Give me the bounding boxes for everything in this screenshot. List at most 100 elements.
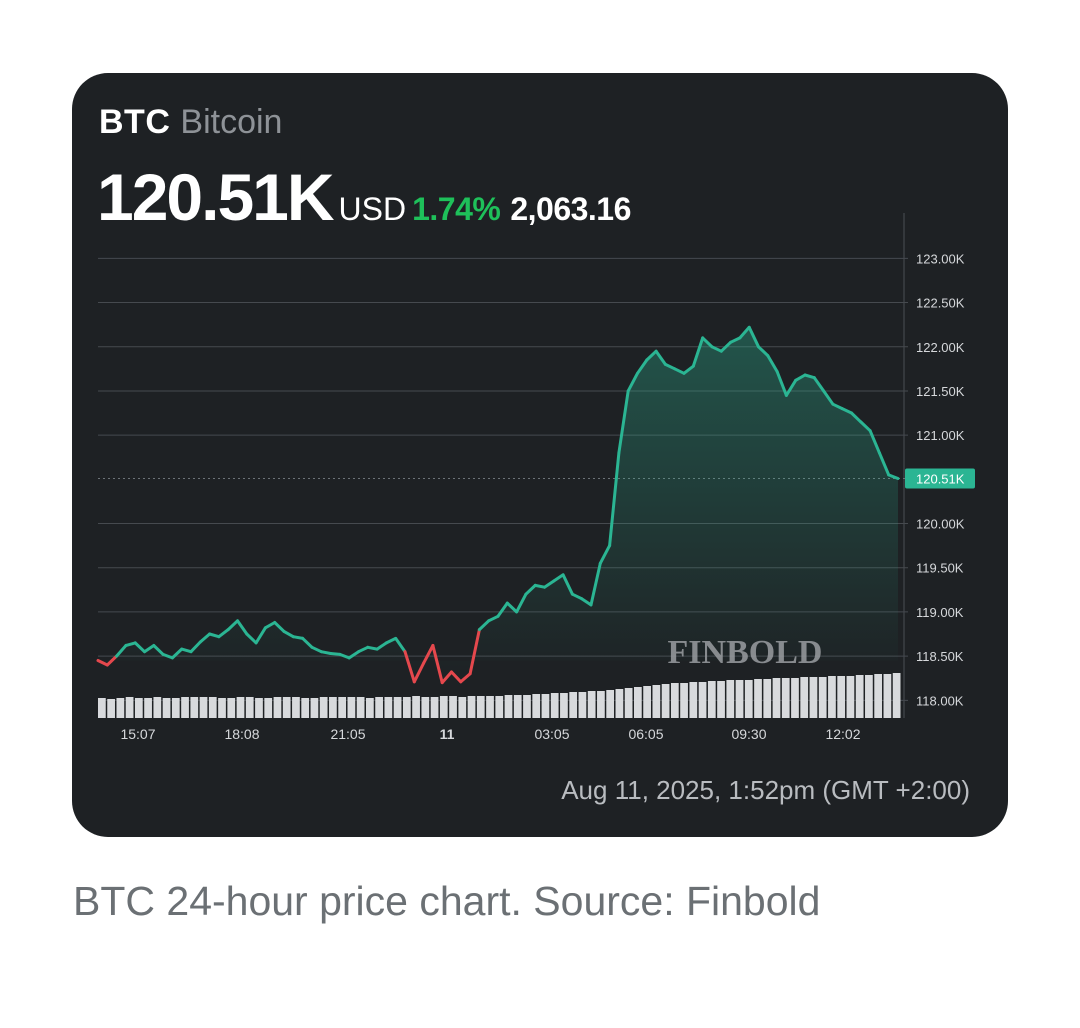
volume-bar <box>439 696 448 718</box>
price-line-segment <box>710 345 723 353</box>
price-line-segment <box>468 628 481 676</box>
volume-bar <box>495 696 504 718</box>
volume-bar <box>199 697 208 718</box>
volume-bar <box>329 697 337 718</box>
asset-header: BTC Bitcoin <box>99 103 282 142</box>
volume-bar <box>245 697 254 718</box>
volume-bar <box>828 676 836 718</box>
price-line-segment <box>375 641 388 651</box>
timestamp: Aug 11, 2025, 1:52pm (GMT +2:00) <box>561 775 970 805</box>
price-line-segment <box>254 626 267 645</box>
price-line-segment <box>524 583 537 596</box>
volume-bar <box>255 698 263 718</box>
volume-bar <box>181 697 189 718</box>
volume-bar <box>347 697 356 718</box>
price-line-segment <box>617 389 630 455</box>
price-line-segment <box>347 650 360 660</box>
volume-bar <box>652 685 661 718</box>
price-line-segment <box>105 654 119 667</box>
volume-bar <box>107 699 115 718</box>
volume-bar <box>375 697 383 718</box>
price-line-segment <box>263 621 277 630</box>
y-tick-label: 119.50K <box>916 561 964 576</box>
volume-bar <box>791 678 799 718</box>
price-line-segment <box>775 370 788 397</box>
price-line-segment <box>831 402 844 411</box>
price-line-segment <box>552 573 565 583</box>
volume-bar <box>98 698 106 718</box>
volume-bar <box>569 692 578 718</box>
volume-bar <box>800 677 809 718</box>
y-tick-label: 122.00K <box>916 340 965 355</box>
price-line-segment <box>663 362 677 371</box>
volume-bar <box>855 675 864 718</box>
price-line-segment <box>236 619 249 636</box>
change-percent: 1.74% <box>412 191 501 227</box>
volume-bar <box>264 698 273 718</box>
asset-symbol: BTC <box>99 103 171 141</box>
x-tick-label: 03:05 <box>534 726 569 742</box>
volume-bar <box>763 679 772 718</box>
price-line-segment <box>96 659 109 667</box>
volume-bar <box>587 691 596 718</box>
price-line-segment <box>450 670 463 684</box>
volume-bar <box>338 697 347 718</box>
volume-bar <box>735 680 744 718</box>
price-line-segment <box>840 407 853 415</box>
volume-bar <box>421 697 430 718</box>
y-tick-label: 120.51K <box>916 471 965 486</box>
price-line-segment <box>747 325 760 349</box>
volume-bar <box>467 696 476 718</box>
volume-bar <box>698 682 707 718</box>
price-line-segment <box>477 619 491 632</box>
volume-bar <box>883 674 892 718</box>
price-line-segment <box>133 641 146 654</box>
volume-bar <box>818 677 827 718</box>
price-line-segment <box>403 650 416 684</box>
volume-bar <box>707 681 716 718</box>
volume-bar <box>680 683 688 718</box>
volume-bar <box>717 681 725 718</box>
volume-bar <box>356 697 365 718</box>
volume-bar <box>541 694 550 718</box>
price-line-segment <box>487 614 500 623</box>
price-line-segment <box>319 650 333 655</box>
volume-bar <box>134 698 143 718</box>
price-line-segment <box>422 644 435 665</box>
price-line-segment <box>794 373 807 382</box>
price-line-segment <box>673 367 686 375</box>
price-line-segment <box>561 573 574 596</box>
volume-bar <box>402 697 411 718</box>
volume-bar <box>153 697 162 718</box>
price-line-segment <box>431 644 444 685</box>
volume-bar <box>560 693 568 718</box>
price-row: 120.51K USD 1.74% 2,063.16 <box>97 159 631 235</box>
watermark: FINBOLD <box>668 634 823 671</box>
price-line-segment <box>887 473 900 480</box>
price-line-segment <box>189 640 202 654</box>
volume-bar <box>874 674 883 718</box>
volume-bar <box>301 698 310 718</box>
volume-bar <box>865 675 873 718</box>
volume-bar <box>643 686 651 718</box>
volume-bar <box>171 698 180 718</box>
volume-bar <box>661 684 670 718</box>
price-line-segment <box>124 641 137 647</box>
price-line-segment <box>152 644 165 656</box>
price-line-segment <box>291 635 305 640</box>
price-line-segment <box>143 644 156 654</box>
price-line-segment <box>654 349 667 366</box>
volume-bar <box>532 694 541 718</box>
volume-bar <box>227 698 236 718</box>
volume-bar <box>606 690 615 718</box>
price-line-segment <box>198 632 212 644</box>
price-line-segment <box>217 628 230 639</box>
y-tick-label: 123.00K <box>916 251 965 266</box>
price-line-segment <box>310 645 323 654</box>
volume-bar <box>384 697 393 718</box>
price-line-segment <box>496 601 509 618</box>
price-line-segment <box>273 621 286 633</box>
price-line-segment <box>850 411 863 424</box>
price-line-segment <box>533 583 546 589</box>
price-line-segment <box>282 629 295 639</box>
